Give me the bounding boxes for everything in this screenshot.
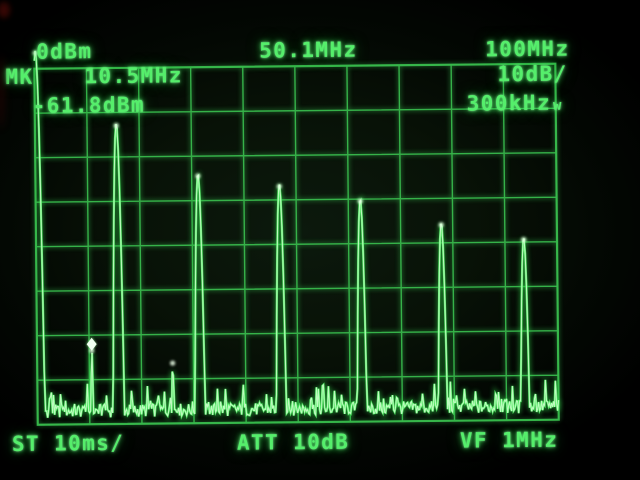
scale-label: 10dB/ bbox=[497, 61, 568, 87]
video-filter-label: VF 1MHz bbox=[459, 427, 559, 453]
rbw-wide-indicator: w bbox=[552, 97, 562, 114]
marker-amplitude-label: -61.8dBm bbox=[32, 92, 146, 118]
attenuation-label: ATT 10dB bbox=[236, 429, 350, 455]
center-freq-label: 50.1MHz bbox=[259, 37, 358, 63]
rbw-label: 300kHz w bbox=[466, 90, 562, 116]
marker-diamond-icon bbox=[86, 337, 97, 351]
graticule bbox=[32, 62, 561, 427]
sweep-time-label: ST 10ms/ bbox=[11, 430, 125, 456]
ref-level-label: 0dBm bbox=[36, 39, 93, 64]
rbw-value: 300kHz bbox=[466, 90, 552, 116]
marker-prefix-label: MK bbox=[5, 64, 34, 90]
stop-freq-label: 100MHz bbox=[485, 36, 570, 62]
trace bbox=[32, 50, 561, 425]
marker-freq-label: 10.5MHz bbox=[84, 63, 183, 89]
